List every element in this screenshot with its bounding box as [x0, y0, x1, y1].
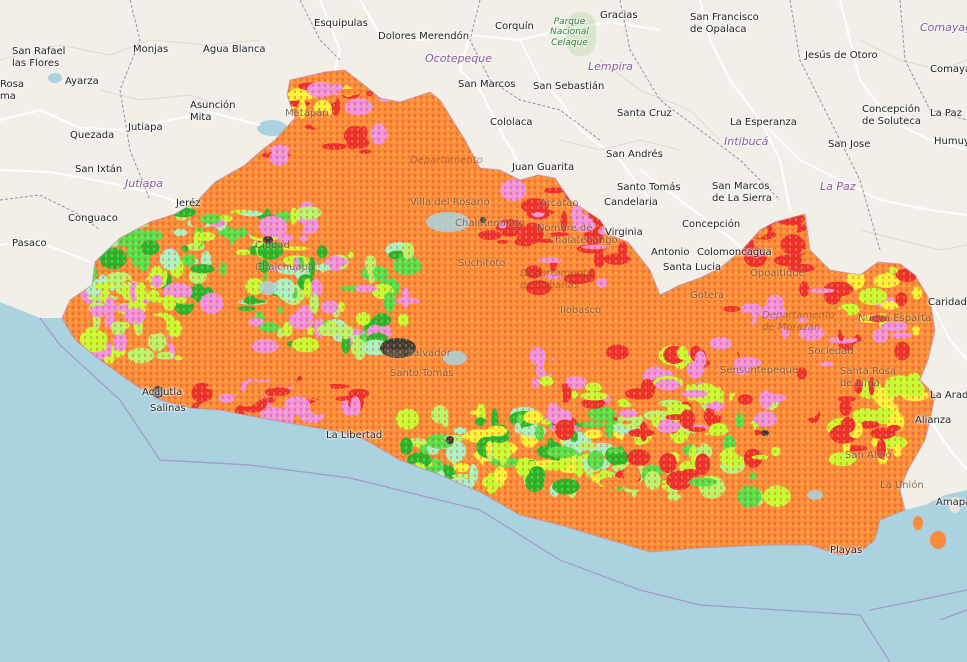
map-label: Jeréz: [176, 198, 201, 209]
map-label: Asunción Mita: [190, 100, 236, 123]
map-label: Ocotepeque: [425, 52, 492, 65]
map-label: Santo Tomás: [390, 368, 454, 379]
map-label: Playas: [830, 545, 863, 556]
map-label: Metapán: [285, 108, 329, 119]
map-label: Pasaco: [12, 238, 47, 249]
map-label: La Paz: [820, 180, 856, 193]
map-label: San Jose: [828, 139, 871, 150]
map-label: Sociedad: [808, 346, 854, 357]
map-label: Villa del Rosario: [410, 197, 490, 208]
map-label: Humuya: [934, 136, 967, 147]
map-label: San Andrés: [606, 149, 663, 160]
map-label: San Francisco de Opalaca: [690, 12, 759, 35]
map-label: San Alejo: [845, 450, 892, 461]
map-label: Chalatenango: [455, 218, 525, 229]
map-label: Candelaria: [604, 197, 658, 208]
minor-roads: [0, 39, 967, 251]
pacific-ocean: [0, 302, 967, 662]
admin-borders: [0, 0, 967, 251]
map-label: Chalchuapa: [255, 262, 315, 273]
map-label: Monjas: [133, 44, 169, 55]
park-label-celaque: Parque Nacional Celaque: [550, 17, 589, 48]
map-label: Salinas: [150, 403, 186, 414]
map-label: Ciudad: [255, 240, 290, 251]
map-label: Santa Lucia: [663, 262, 722, 273]
map-label: Santa Cruz: [617, 108, 672, 119]
map-label: La Libertad: [326, 430, 383, 441]
map-label: Santo Tomás: [617, 182, 681, 193]
map-label: Quezada: [70, 130, 115, 141]
map-label: Departamento: [410, 155, 483, 166]
park-area: [566, 12, 596, 56]
map-label: Santa Rosa de Lima: [840, 366, 896, 389]
map-label: Jutiapa: [125, 177, 164, 190]
map-label: Sensuntepeque: [720, 365, 799, 376]
map-label: Concepción: [682, 219, 741, 230]
map-label: Virginia: [605, 227, 643, 238]
map-label: Comayagua: [920, 21, 967, 34]
map-label: Esquipulas: [314, 18, 368, 29]
map-label: Gotera: [690, 290, 725, 301]
maritime-boundaries: [39, 317, 967, 662]
lake-ayarza: [48, 73, 62, 83]
map-label: Dolores Merendón: [378, 31, 470, 42]
island-2: [930, 531, 946, 549]
map-label: Chalatenango: [548, 235, 618, 246]
map-label: Concepción de Soluteca: [862, 104, 921, 127]
island-3: [949, 497, 961, 513]
lake-olomega: [807, 490, 823, 500]
map-label: San Marcos: [458, 79, 516, 90]
map-label: Acajutla: [142, 387, 183, 398]
road-network: [0, 0, 967, 471]
map-label: Lempira: [588, 60, 633, 73]
lake-ilopango: [443, 351, 467, 365]
map-label: Nombre de: [537, 223, 593, 234]
map-label: Opoaitique: [750, 268, 805, 279]
map-label: San Sebastián: [533, 81, 605, 92]
map-label: La Paz: [930, 108, 962, 119]
map-label: Amapala: [936, 497, 967, 508]
map-label: Arcatao: [540, 198, 579, 209]
map-label: San Ixtán: [75, 164, 123, 175]
map-label: La Arada: [930, 390, 967, 401]
map-label: La Esperanza: [730, 117, 797, 128]
map-label: Comayagua: [930, 64, 967, 75]
map-label: Antonio: [651, 247, 690, 258]
island-1: [913, 516, 923, 530]
map-label: Gracias: [600, 10, 638, 21]
map-label: La Unión: [880, 480, 924, 491]
map-label: Departamento de Cabañas: [520, 268, 593, 291]
lake-guija: [257, 120, 287, 136]
map-label: Nueva Esparta: [858, 313, 932, 324]
map-label: Juan Guarita: [512, 162, 575, 173]
map-label: Conguaco: [68, 213, 118, 224]
map-label: Agua Blanca: [203, 44, 266, 55]
map-label: Alianza: [915, 415, 952, 426]
map-label: Caridad: [928, 297, 967, 308]
map-label: San Rafael las Flores: [12, 46, 66, 69]
lake-cerron-grande: [426, 212, 470, 232]
map-label: Colomoncagua: [697, 247, 772, 258]
map-label: Intibucá: [724, 135, 769, 148]
map-label: Ilobasco: [560, 305, 602, 316]
map-label: Rosa ma: [0, 79, 24, 102]
map-label: Jutiapa: [128, 122, 163, 133]
map-label: Jesús de Otoro: [805, 50, 878, 61]
map-label: Ayarza: [65, 76, 99, 87]
map-label: Cololaca: [490, 117, 533, 128]
map-label: Suchitoto: [458, 258, 506, 269]
map-label: San Marcos de La Sierra: [712, 181, 773, 204]
map-label: Departamento de Morazán: [762, 310, 835, 333]
map-label: Corquín: [495, 21, 534, 32]
map-label: San Salvador: [385, 348, 451, 359]
lake-coatepeque: [259, 281, 277, 295]
